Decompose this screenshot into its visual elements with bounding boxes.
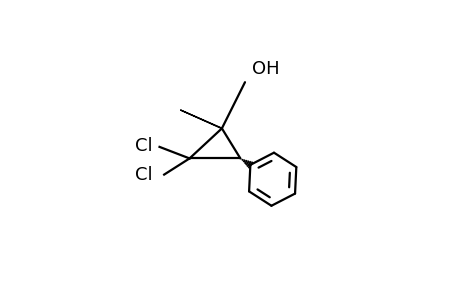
Polygon shape — [180, 110, 222, 129]
Text: OH: OH — [252, 60, 279, 78]
Text: Cl: Cl — [134, 166, 152, 184]
Text: Cl: Cl — [134, 137, 152, 155]
